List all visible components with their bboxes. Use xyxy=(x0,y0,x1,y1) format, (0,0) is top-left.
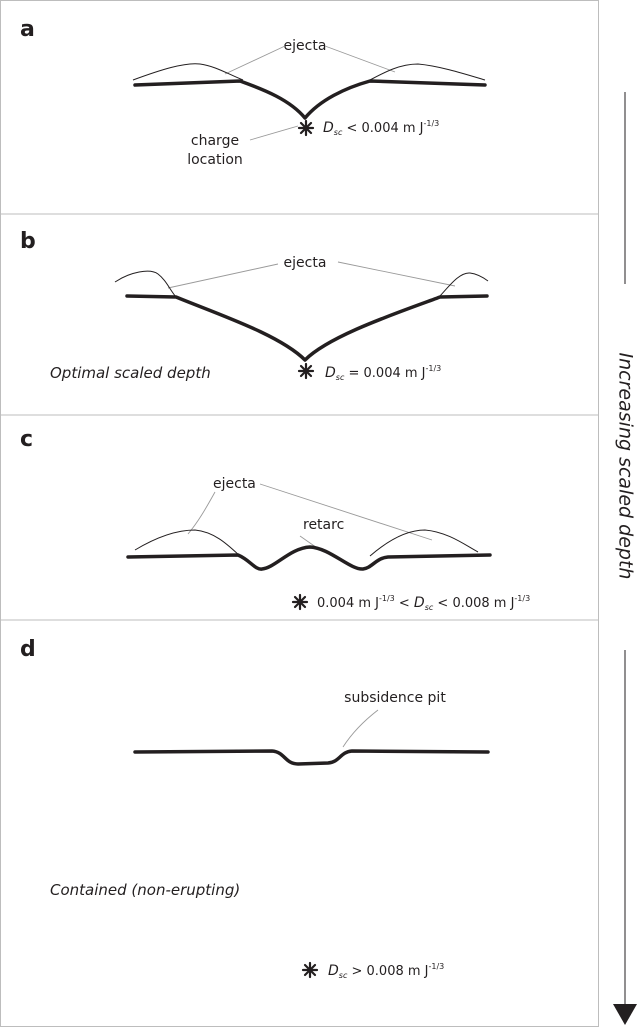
annotation: location xyxy=(187,152,243,168)
formula-part: = 0.004 m J xyxy=(344,366,425,381)
panel-label: d xyxy=(20,637,36,662)
formula: 0.004 m J-1/3 < Dsc < 0.008 m J-1/3 xyxy=(317,594,530,612)
formula: Dsc > 0.008 m J-1/3 xyxy=(328,962,444,980)
formula-part: D xyxy=(325,365,336,381)
formula-part: -1/3 xyxy=(426,364,442,373)
formula: Dsc < 0.004 m J-1/3 xyxy=(323,119,439,137)
ejecta xyxy=(114,270,177,298)
leader xyxy=(224,45,396,75)
annotation: retarc xyxy=(303,517,344,533)
formula-part: D xyxy=(323,120,334,136)
note: Contained (non-erupting) xyxy=(50,881,240,899)
formula: Dsc = 0.004 m J-1/3 xyxy=(325,364,441,382)
arrowhead xyxy=(613,1004,637,1025)
leader xyxy=(342,709,379,748)
formula-part: < 0.008 m J xyxy=(433,596,514,611)
panel-c: c ejecta retarc 0.004 m J-1/3 < Dsc < 0.… xyxy=(20,427,530,612)
formula-part: D xyxy=(414,595,425,611)
annotation: ejecta xyxy=(284,255,327,271)
ejecta xyxy=(132,63,244,81)
formula-part: -1/3 xyxy=(514,594,530,603)
panel-b: b ejecta Optimal scaled depth Dsc = 0.00… xyxy=(20,229,489,382)
annotation: subsidence pit xyxy=(344,690,446,706)
formula-part: sc xyxy=(336,373,345,382)
formula-part: -1/3 xyxy=(379,594,395,603)
panel-label: b xyxy=(20,229,36,254)
formula-part: sc xyxy=(339,971,348,980)
ground-surface xyxy=(133,79,487,120)
panel-label: a xyxy=(20,17,35,42)
formula-part: sc xyxy=(425,603,434,612)
ground-surface xyxy=(133,749,490,766)
formula-part: -1/3 xyxy=(424,119,440,128)
formula-part: sc xyxy=(334,128,343,137)
frame xyxy=(0,0,599,1027)
leader xyxy=(167,261,456,289)
arrow-label: Increasing scaled depth xyxy=(615,353,637,580)
annotation: ejecta xyxy=(284,38,327,54)
ground-surface xyxy=(125,294,489,362)
panel-label: c xyxy=(20,427,33,452)
charge-marker xyxy=(301,961,319,979)
annotation: charge xyxy=(191,133,239,149)
ejecta xyxy=(439,272,489,297)
charge-marker xyxy=(291,593,309,611)
ejecta xyxy=(134,529,241,557)
formula-part: < 0.004 m J xyxy=(342,121,423,136)
formula-part: -1/3 xyxy=(429,962,445,971)
panel-d: d subsidence pit Contained (non-erupting… xyxy=(20,637,490,980)
formula-part: > 0.008 m J xyxy=(347,964,428,979)
annotation: ejecta xyxy=(213,476,256,492)
charge-marker xyxy=(297,362,315,380)
formula-part: 0.004 m J xyxy=(317,596,379,611)
panel-a: a ejecta charge location Dsc < 0.004 m J… xyxy=(20,17,487,168)
note: Optimal scaled depth xyxy=(50,364,211,382)
ground-surface xyxy=(126,545,492,571)
depth-arrow: Increasing scaled depth xyxy=(613,92,637,1025)
leader xyxy=(187,483,433,541)
ejecta xyxy=(369,63,486,81)
formula-part: D xyxy=(328,963,339,979)
charge-marker xyxy=(297,119,315,137)
formula-part: < xyxy=(395,596,414,611)
ejecta xyxy=(369,529,479,557)
leader xyxy=(249,125,299,141)
